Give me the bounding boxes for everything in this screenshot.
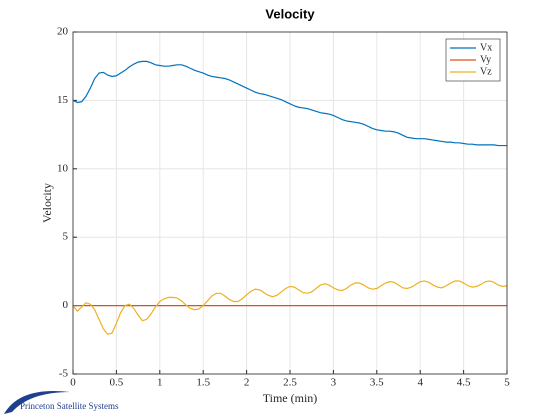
x-tick-label: 2 bbox=[244, 377, 250, 389]
x-tick-label: 0.5 bbox=[110, 377, 124, 389]
logo-text: Princeton Satellite Systems bbox=[20, 401, 119, 411]
legend-label: Vz bbox=[480, 66, 492, 77]
y-tick-label: 0 bbox=[63, 299, 69, 311]
chart-title: Velocity bbox=[265, 6, 315, 21]
logo-swoosh bbox=[4, 390, 70, 414]
legend-label: Vy bbox=[480, 54, 491, 65]
data-line bbox=[72, 60, 507, 147]
x-tick-label: 5 bbox=[504, 377, 510, 389]
x-tick-label: 4.5 bbox=[457, 377, 471, 389]
x-tick-label: 3.5 bbox=[370, 377, 384, 389]
y-axis-label: Velocity bbox=[40, 183, 54, 223]
y-tick-label: 5 bbox=[63, 231, 69, 243]
y-tick-label: 10 bbox=[57, 162, 69, 174]
x-tick-label: 4 bbox=[417, 377, 423, 389]
y-tick-label: 15 bbox=[57, 94, 69, 106]
x-tick-label: 3 bbox=[331, 377, 337, 389]
x-tick-label: 1.5 bbox=[196, 377, 210, 389]
y-tick-label: -5 bbox=[59, 368, 69, 380]
y-tick-label: 20 bbox=[57, 26, 69, 38]
data-line bbox=[72, 280, 508, 336]
axes-box bbox=[72, 31, 508, 375]
logo: Princeton Satellite Systems bbox=[4, 390, 119, 414]
x-tick-label: 2.5 bbox=[283, 377, 297, 389]
x-tick-label: 1 bbox=[157, 377, 163, 389]
x-axis-label: Time (min) bbox=[263, 391, 318, 405]
legend-label: Vx bbox=[480, 42, 492, 53]
x-tick-label: 0 bbox=[70, 377, 76, 389]
